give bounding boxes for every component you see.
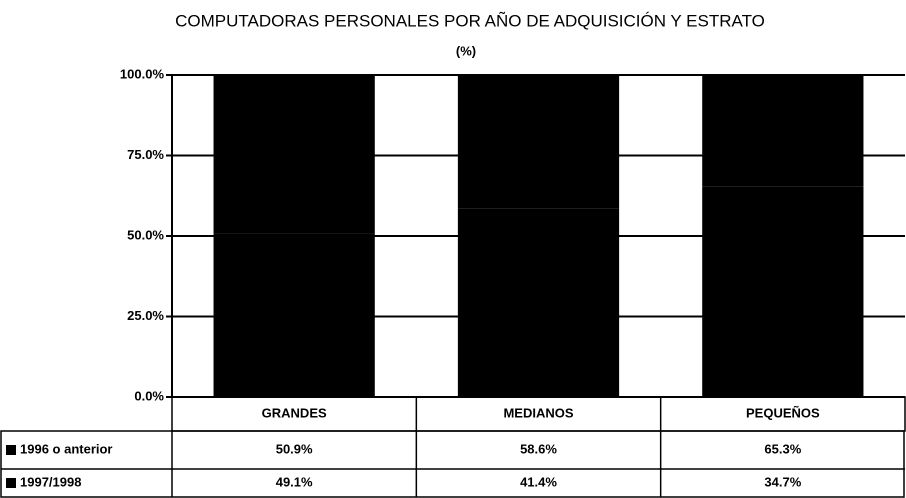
chart-title: COMPUTADORAS PERSONALES POR AÑO DE ADQUI… — [175, 11, 765, 30]
y-tick-label: 50.0% — [127, 227, 164, 242]
data-label: 49.1% — [276, 474, 313, 489]
data-label: 41.4% — [520, 474, 557, 489]
chart-subtitle: (%) — [456, 43, 476, 58]
y-tick-label: 75.0% — [127, 147, 164, 162]
x-tick-label: GRANDES — [262, 405, 327, 420]
legend-label: 1996 o anterior — [20, 441, 113, 456]
x-tick-label: PEQUEÑOS — [746, 405, 820, 420]
table-border — [0, 430, 905, 498]
data-label: 65.3% — [764, 441, 801, 456]
legend-swatch — [6, 445, 16, 455]
legend-swatch — [6, 478, 16, 488]
y-tick-label: 0.0% — [134, 388, 164, 403]
bar — [213, 233, 375, 397]
bar — [702, 75, 864, 187]
x-tick-label: MEDIANOS — [503, 405, 573, 420]
bar — [457, 75, 620, 209]
y-tick-label: 100.0% — [120, 66, 165, 81]
data-label: 58.6% — [520, 441, 557, 456]
bar — [213, 75, 375, 234]
bar — [702, 186, 864, 397]
bar — [457, 208, 620, 397]
data-label: 50.9% — [276, 441, 313, 456]
y-tick-label: 25.0% — [127, 308, 164, 323]
data-label: 34.7% — [764, 474, 801, 489]
legend-label: 1997/1998 — [20, 474, 81, 489]
